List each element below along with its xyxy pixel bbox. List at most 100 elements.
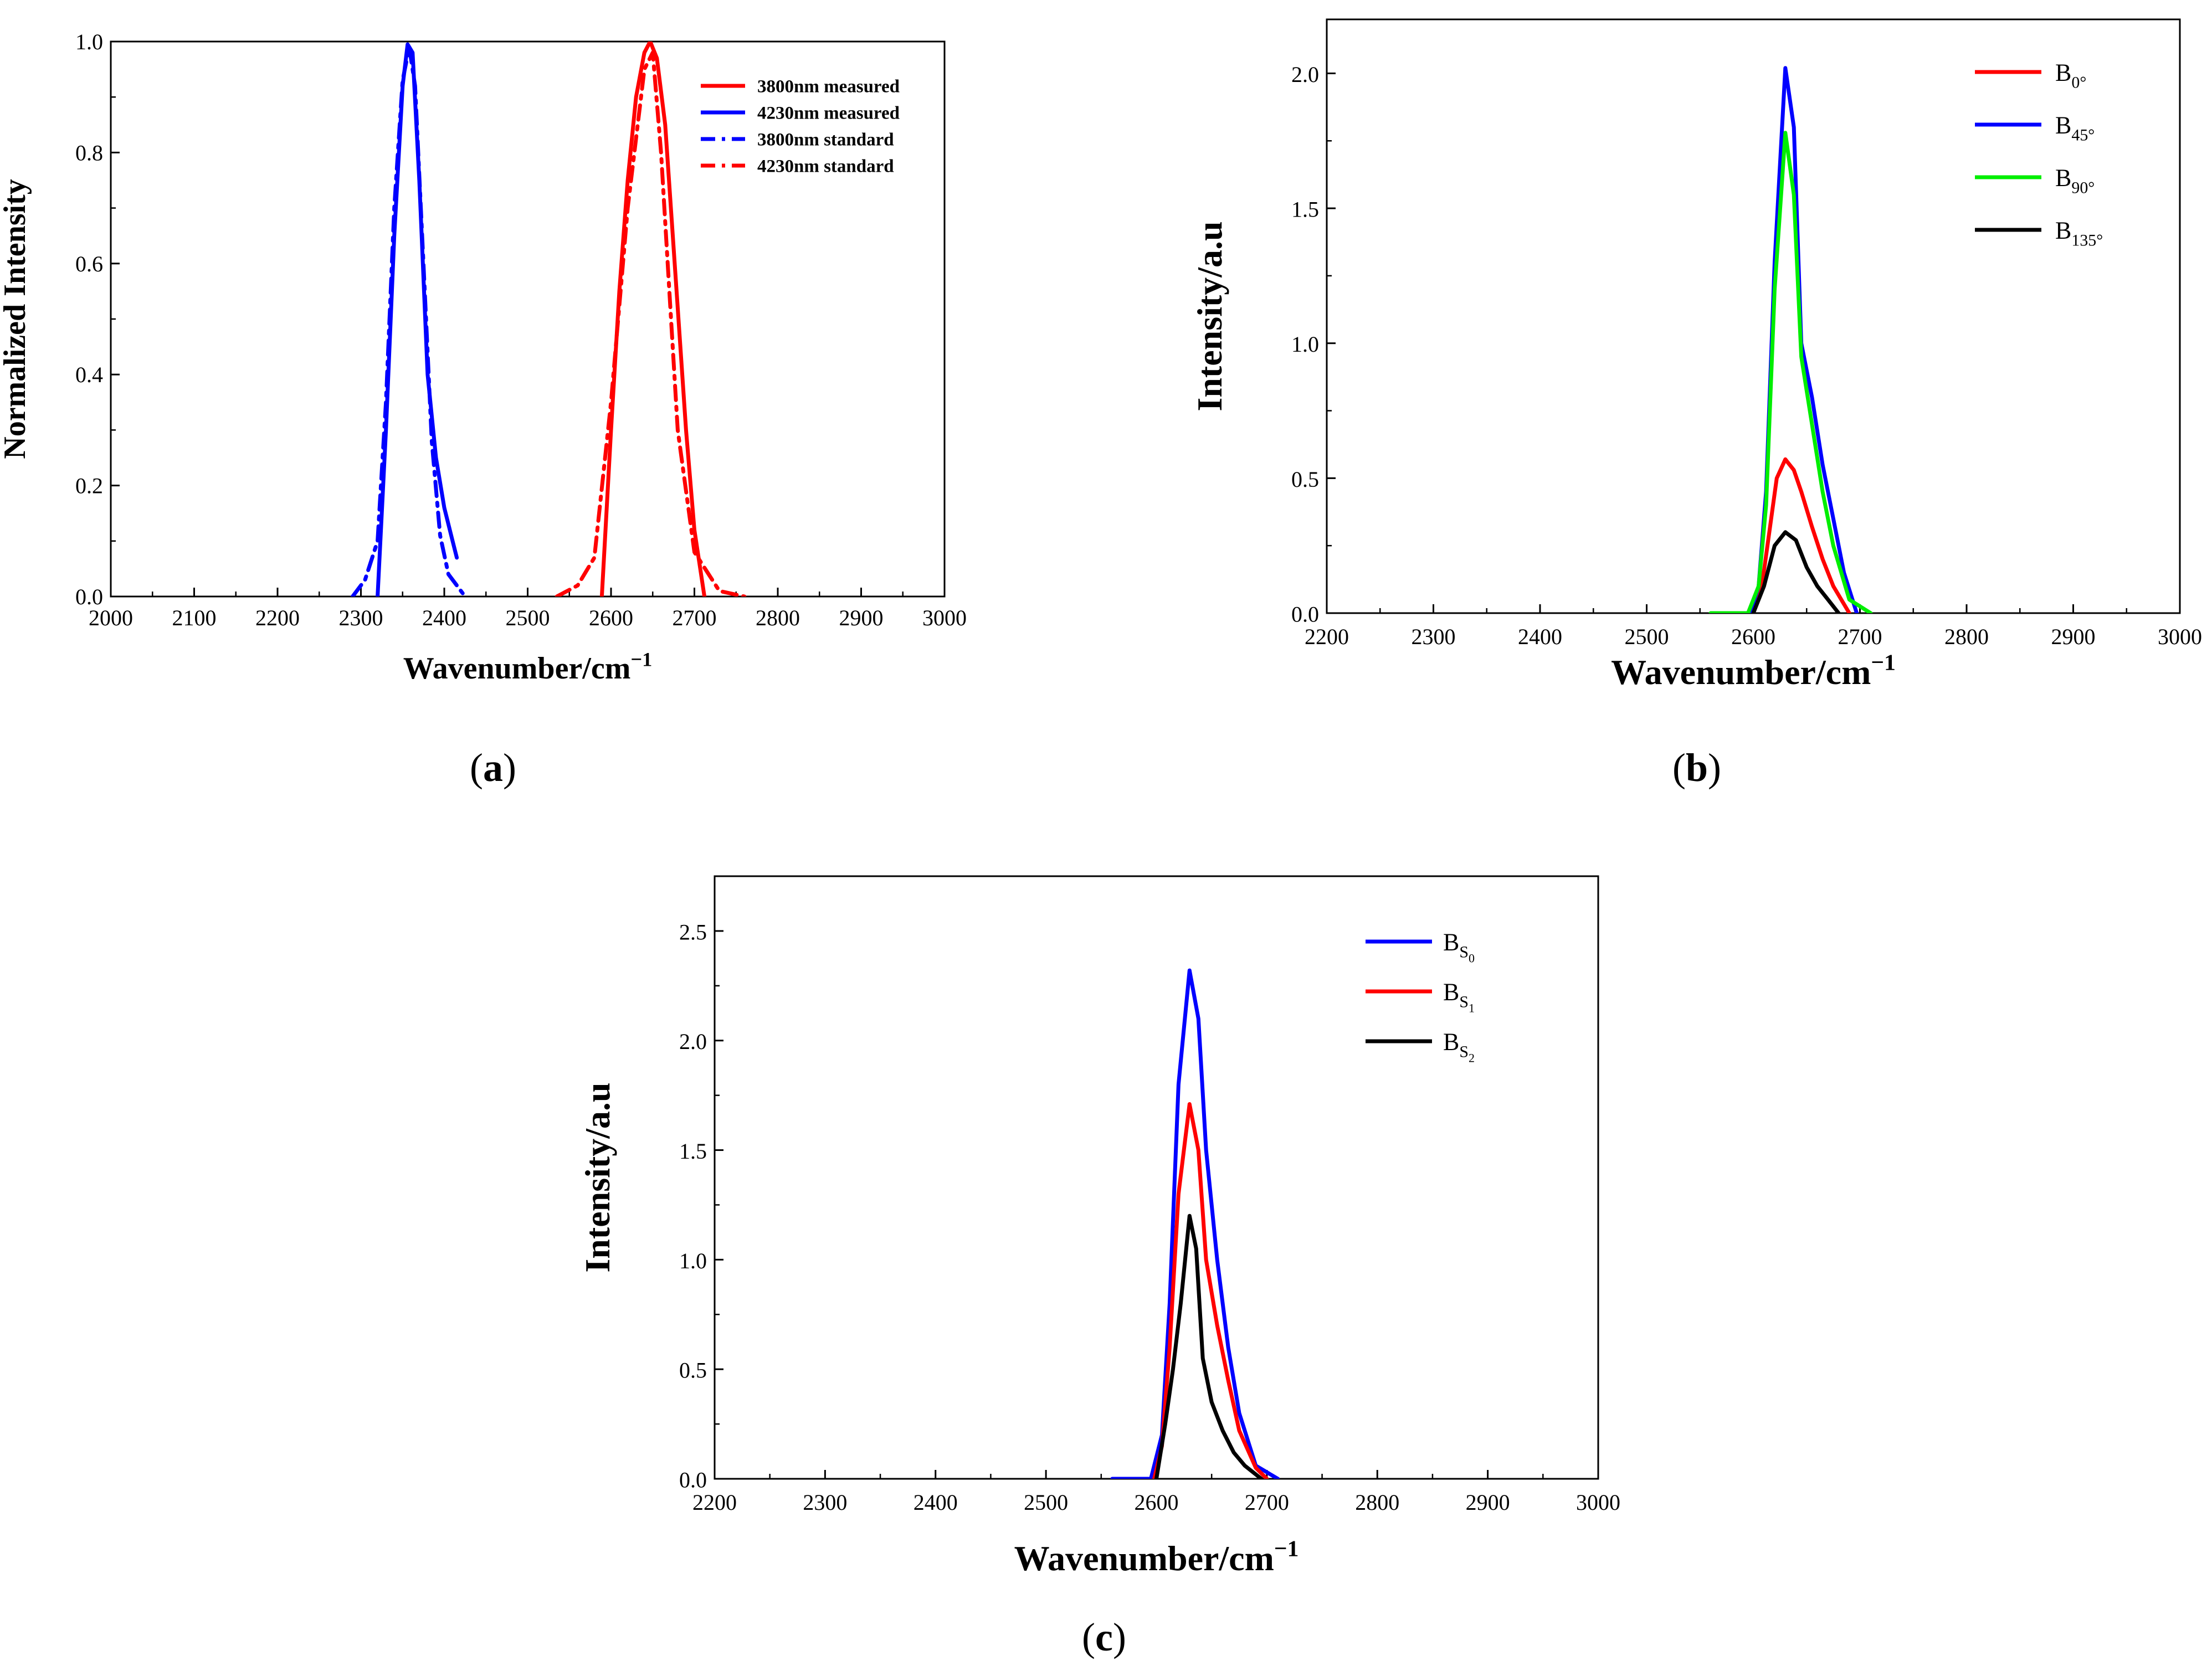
series-line-1 bbox=[1748, 66, 1859, 613]
y-tick-label: 1.0 bbox=[1291, 332, 1319, 357]
legend-subscript: S bbox=[1459, 1043, 1469, 1061]
legend-subscript: S bbox=[1459, 993, 1469, 1011]
y-tick-label: 1.5 bbox=[1291, 197, 1319, 222]
x-tick-label: 2400 bbox=[422, 605, 466, 630]
x-tick-label: 2300 bbox=[339, 605, 383, 630]
x-tick-label: 2500 bbox=[1024, 1490, 1068, 1515]
y-tick-label: 2.5 bbox=[679, 919, 707, 944]
legend-label: B45° bbox=[2055, 111, 2095, 144]
panel-label: (b) bbox=[1672, 745, 1721, 790]
y-tick-label: 0.6 bbox=[75, 251, 103, 276]
y-tick-label: 0.5 bbox=[1291, 467, 1319, 492]
legend: 3800nm measured 4230nm measured 3800nm sta… bbox=[701, 77, 900, 177]
legend-label: BS2 bbox=[1443, 1028, 1475, 1065]
x-tick-label: 3000 bbox=[2158, 624, 2202, 649]
x-tick-label: 2600 bbox=[1135, 1490, 1179, 1515]
panel-paren: ) bbox=[1708, 745, 1721, 790]
x-tick-label: 2700 bbox=[1838, 624, 1882, 649]
series-line-3 bbox=[555, 50, 747, 597]
series-line-0 bbox=[1110, 968, 1280, 1479]
plot-frame bbox=[714, 875, 1599, 1480]
legend-label: 3800nm standard bbox=[757, 130, 894, 150]
x-tick-label: 2000 bbox=[89, 605, 133, 630]
x-tick-label: 2400 bbox=[1518, 624, 1562, 649]
x-axis-title-exponent: −1 bbox=[1871, 649, 1896, 675]
panel-paren: ) bbox=[1113, 1615, 1126, 1659]
x-tick-label: 2500 bbox=[1625, 624, 1669, 649]
legend-subscript: 0° bbox=[2071, 74, 2086, 92]
panel-paren: ( bbox=[1082, 1615, 1095, 1659]
x-tick-label: 2600 bbox=[1731, 624, 1775, 649]
legend-label: BS1 bbox=[1443, 978, 1475, 1015]
series-line-2 bbox=[1708, 131, 1873, 613]
chart-panel-c: 2200 2300 2400 2500 2600 2700 2800 2900 3000 0.0 0… bbox=[578, 875, 1620, 1659]
panel-label: (a) bbox=[470, 745, 516, 790]
x-tick-label: 2500 bbox=[506, 605, 550, 630]
y-tick-label: 0.0 bbox=[679, 1467, 707, 1492]
legend-label: 4230nm standard bbox=[757, 157, 894, 177]
x-tick-label: 2200 bbox=[692, 1490, 737, 1515]
x-tick-label: 2400 bbox=[913, 1490, 958, 1515]
x-axis-title: Wavenumber/cm−1 bbox=[1014, 1535, 1299, 1578]
chart-panel-b: 2200 2300 2400 2500 2600 2700 2800 2900 3000 0.0 0… bbox=[1190, 18, 2202, 790]
y-tick-label: 0.5 bbox=[679, 1358, 707, 1383]
plot-frame bbox=[1326, 18, 2181, 614]
x-tick-label: 2700 bbox=[1245, 1490, 1289, 1515]
series-line-3 bbox=[1751, 530, 1841, 613]
y-axis-title: Intensity/a.u bbox=[578, 1082, 617, 1272]
y-tick-label: 0.2 bbox=[75, 474, 103, 498]
panel-letter: b bbox=[1686, 745, 1708, 790]
x-tick-label: 2300 bbox=[803, 1490, 847, 1515]
legend-subscript: 135° bbox=[2071, 232, 2103, 250]
x-tick-label: 2300 bbox=[1412, 624, 1456, 649]
legend: B0° B45° B90° B135° bbox=[1975, 59, 2103, 250]
legend-label: B90° bbox=[2055, 164, 2095, 197]
series-line-0 bbox=[1751, 457, 1851, 613]
panel-paren: ( bbox=[470, 745, 483, 790]
y-axis-title: Normalized Intensity bbox=[0, 179, 32, 459]
legend-sub-subscript: 1 bbox=[1469, 1001, 1475, 1015]
x-tick-label: 2900 bbox=[839, 605, 884, 630]
legend-subscript: S bbox=[1459, 943, 1469, 961]
plot-frame bbox=[110, 40, 946, 598]
legend-label: B0° bbox=[2055, 59, 2086, 91]
panel-label: (c) bbox=[1082, 1615, 1126, 1659]
x-tick-label: 2200 bbox=[1305, 624, 1349, 649]
panel-paren: ( bbox=[1672, 745, 1686, 790]
x-tick-label: 3000 bbox=[1576, 1490, 1620, 1515]
legend-label: B135° bbox=[2055, 217, 2103, 249]
legend-label: BS0 bbox=[1443, 928, 1475, 965]
x-axis-title-exponent: −1 bbox=[1274, 1535, 1299, 1561]
x-axis-title: Wavenumber/cm−1 bbox=[403, 649, 653, 686]
x-tick-label: 2200 bbox=[255, 605, 300, 630]
series-line-1 bbox=[1152, 1102, 1269, 1479]
series-line-2 bbox=[1154, 1213, 1264, 1479]
y-axis-title: Intensity/a.u bbox=[1190, 221, 1229, 411]
x-tick-label: 2800 bbox=[1944, 624, 1989, 649]
y-tick-label: 0.8 bbox=[75, 140, 103, 165]
legend: BS0 BS1 BS2 bbox=[1366, 928, 1475, 1065]
legend-sub-subscript: 0 bbox=[1469, 951, 1475, 965]
panel-paren: ) bbox=[503, 745, 516, 790]
legend-label: 4230nm measured bbox=[757, 104, 900, 124]
y-tick-label: 0.4 bbox=[75, 362, 103, 387]
panel-letter: c bbox=[1095, 1615, 1113, 1659]
x-tick-label: 2900 bbox=[2051, 624, 2096, 649]
chart-panel-a: 2000 2100 2200 2300 2400 2500 2600 2700 2800 2900… bbox=[0, 29, 967, 790]
y-tick-label: 0.0 bbox=[75, 584, 103, 609]
legend-label: 3800nm measured bbox=[757, 77, 900, 97]
x-tick-label: 2800 bbox=[1355, 1490, 1399, 1515]
x-tick-label: 3000 bbox=[922, 605, 967, 630]
x-tick-label: 2700 bbox=[673, 605, 717, 630]
panel-letter: a bbox=[483, 745, 503, 790]
x-tick-label: 2600 bbox=[589, 605, 633, 630]
y-tick-label: 1.0 bbox=[679, 1248, 707, 1273]
y-tick-label: 2.0 bbox=[1291, 62, 1319, 87]
x-tick-label: 2100 bbox=[172, 605, 217, 630]
legend-subscript: 45° bbox=[2071, 126, 2095, 145]
legend-subscript: 90° bbox=[2071, 179, 2095, 197]
x-tick-label: 2800 bbox=[756, 605, 800, 630]
x-axis-title: Wavenumber/cm−1 bbox=[1611, 649, 1896, 692]
y-tick-label: 0.0 bbox=[1291, 601, 1319, 626]
